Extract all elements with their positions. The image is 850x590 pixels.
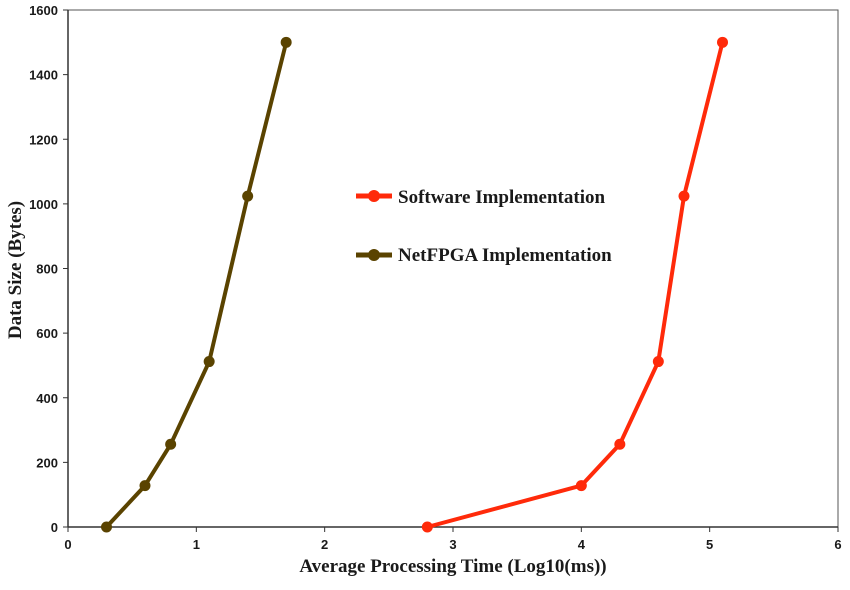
y-tick-label: 200 (36, 455, 58, 470)
data-point-software (575, 480, 587, 492)
legend-item-software: Software Implementation (356, 187, 605, 208)
x-tick-label: 2 (321, 537, 328, 552)
axes: 0 1 2 3 4 5 6 0 200 400 600 800 1000 1200 1400 1600 (29, 3, 842, 552)
y-tick-label: 0 (51, 520, 58, 535)
x-tick-label: 1 (193, 537, 200, 552)
y-tick-label: 1600 (29, 3, 58, 18)
legend-marker-software (368, 190, 380, 202)
y-tick-label: 600 (36, 326, 58, 341)
x-tick-label: 3 (449, 537, 456, 552)
y-tick-label: 400 (36, 391, 58, 406)
legend-label-software: Software Implementation (398, 187, 605, 208)
data-point-software (652, 356, 664, 368)
legend: Software Implementation NetFPGA Implemen… (356, 187, 612, 266)
data-point-netfpga (139, 480, 151, 492)
legend-label-netfpga: NetFPGA Implementation (398, 245, 612, 266)
data-point-netfpga (101, 521, 112, 533)
data-point-software (678, 190, 690, 202)
y-tick-label: 800 (36, 262, 58, 277)
series-layer (101, 36, 728, 533)
x-tick-label: 5 (706, 537, 713, 552)
legend-marker-netfpga (368, 249, 380, 261)
series-netfpga (101, 36, 292, 533)
x-tick-label: 4 (578, 537, 586, 552)
y-tick-label: 1200 (29, 132, 58, 147)
series-line-netfpga (104, 40, 289, 529)
plot-frame (67, 9, 839, 528)
x-axis-title: Average Processing Time (Log10(ms)) (299, 556, 606, 577)
data-point-netfpga (203, 356, 215, 368)
data-point-software (421, 521, 433, 533)
x-tick-label: 6 (834, 537, 841, 552)
data-point-software (614, 438, 626, 450)
y-tick-label: 1000 (29, 197, 58, 212)
data-point-netfpga (242, 190, 254, 202)
x-tick-label: 0 (64, 537, 71, 552)
data-point-netfpga (280, 36, 292, 48)
legend-item-netfpga: NetFPGA Implementation (356, 245, 612, 266)
series-line-software (425, 40, 725, 529)
series-software (421, 36, 728, 533)
y-tick-label: 1400 (29, 68, 58, 83)
y-axis-title: Data Size (Bytes) (5, 201, 26, 339)
data-point-netfpga (165, 438, 177, 450)
data-point-software (717, 36, 728, 48)
